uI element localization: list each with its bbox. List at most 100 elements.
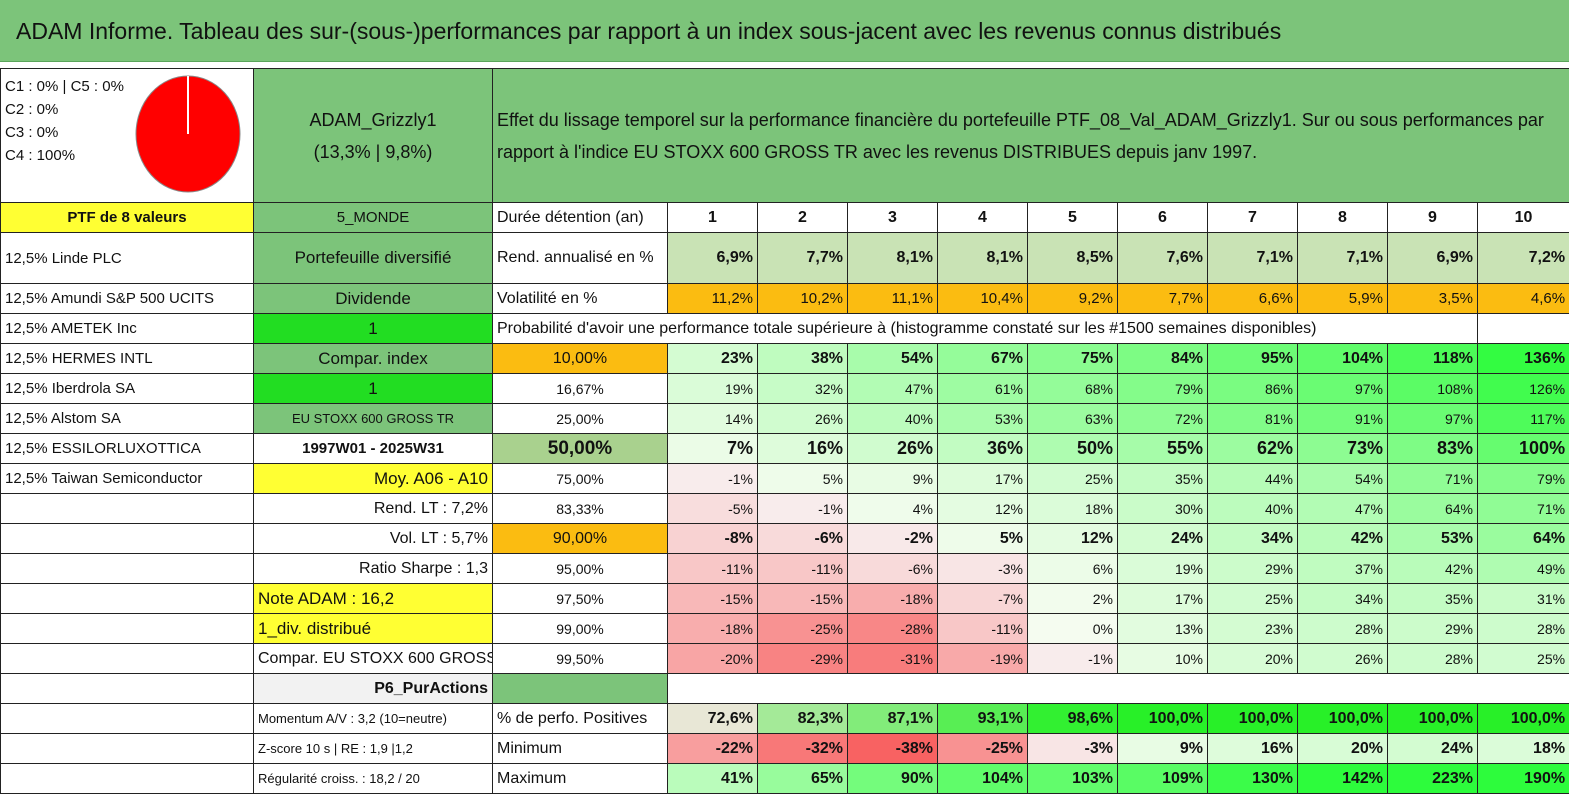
holding-row: 12,5% AMETEK Inc [1,314,254,344]
quantile-value: 12% [1028,524,1118,554]
allocation-pie-chart [133,73,243,195]
momentum-label: Momentum A/V : 3,2 (10=neutre) [254,704,493,734]
positive-value: 100,0% [1388,704,1478,734]
quantile-value: 97% [1388,404,1478,434]
year-header: 4 [938,203,1028,233]
positive-value: 100,0% [1478,704,1569,734]
dividende-flag: 1 [254,314,493,344]
compar-index-flag: 1 [254,374,493,404]
quantile-label: 99,50% [493,644,668,674]
empty-area [668,674,1569,704]
quantile-value: 50% [1028,434,1118,464]
years-label: Durée détention (an) [493,203,668,233]
quantile-value: 40% [1208,494,1298,524]
div-label: 1_div. distribué [254,614,493,644]
quantile-value: 6% [1028,554,1118,584]
quantile-value: -28% [848,614,938,644]
rend-value: 6,9% [1388,233,1478,284]
vol-label: Volatilité en % [493,284,668,314]
quantile-value: 86% [1208,374,1298,404]
note-label: Note ADAM : 16,2 [254,584,493,614]
diversified-label: Portefeuille diversifié [254,233,493,284]
rend-label: Rend. annualisé en % [493,233,668,284]
rend-value: 7,2% [1478,233,1569,284]
quantile-value: 25% [1478,644,1569,674]
positive-value: 100,0% [1298,704,1388,734]
quantile-value: 53% [1388,524,1478,554]
rend-value: 8,1% [938,233,1028,284]
quantile-value: -1% [668,464,758,494]
quantile-value: 32% [758,374,848,404]
quantile-value: 17% [938,464,1028,494]
max-value: 41% [668,764,758,794]
rend-value: 6,9% [668,233,758,284]
quantile-value: 20% [1208,644,1298,674]
quantile-value: 35% [1388,584,1478,614]
quantile-value: 54% [848,344,938,374]
dividende-label: Dividende [254,284,493,314]
quantile-value: 31% [1478,584,1569,614]
quantile-value: -11% [668,554,758,584]
year-header: 8 [1298,203,1388,233]
performance-table: C1 : 0% | C5 : 0% C2 : 0% C3 : 0% C4 : 1… [0,68,1569,794]
quantile-value: -1% [1028,644,1118,674]
positive-value: 82,3% [758,704,848,734]
quantile-value: 25% [1028,464,1118,494]
quantile-label: 99,00% [493,614,668,644]
quantile-value: 5% [758,464,848,494]
quantile-label: 10,00% [493,344,668,374]
pos-label: % de perfo. Positives [493,704,668,734]
min-value: -38% [848,734,938,764]
rend-value: 7,6% [1118,233,1208,284]
year-header: 10 [1478,203,1569,233]
quantile-value: -20% [668,644,758,674]
empty-cell [1478,314,1569,344]
max-value: 223% [1388,764,1478,794]
quantile-value: 24% [1118,524,1208,554]
year-header: 1 [668,203,758,233]
fund-name: ADAM_Grizzly1 [258,104,488,136]
quantile-value: -11% [938,614,1028,644]
regularite-label: Régularité croiss. : 18,2 / 20 [254,764,493,794]
min-value: 16% [1208,734,1298,764]
rend-value: 7,1% [1208,233,1298,284]
fund-cell: ADAM_Grizzly1 (13,3% | 9,8%) [254,69,493,203]
quantile-value: 30% [1118,494,1208,524]
compar-full-label: Compar. EU STOXX 600 GROSS TR [254,644,493,674]
quantile-label: 75,00% [493,464,668,494]
empty-cell [1,614,254,644]
holding-row: 12,5% Alstom SA [1,404,254,434]
vol-value: 3,5% [1388,284,1478,314]
vol-value: 5,9% [1298,284,1388,314]
quantile-value: 25% [1208,584,1298,614]
empty-cell [1,734,254,764]
min-value: -3% [1028,734,1118,764]
holding-row: 12,5% Linde PLC [1,233,254,284]
quantile-value: 100% [1478,434,1569,464]
positive-value: 93,1% [938,704,1028,734]
quantile-value: 28% [1478,614,1569,644]
quantile-label: 83,33% [493,494,668,524]
quantile-value: 19% [1118,554,1208,584]
positive-value: 72,6% [668,704,758,734]
quantile-value: 9% [848,464,938,494]
quantile-value: -18% [668,614,758,644]
quantile-value: 126% [1478,374,1569,404]
quantile-value: 47% [848,374,938,404]
quantile-value: 35% [1118,464,1208,494]
max-label: Maximum [493,764,668,794]
quantile-value: 10% [1118,644,1208,674]
quantile-value: 13% [1118,614,1208,644]
quantile-label: 25,00% [493,404,668,434]
quantile-value: -31% [848,644,938,674]
quantile-value: 42% [1388,554,1478,584]
quantile-value: 26% [758,404,848,434]
quantile-value: 34% [1298,584,1388,614]
holding-row: 12,5% ESSILORLUXOTTICA [1,434,254,464]
max-value: 142% [1298,764,1388,794]
quantile-value: -6% [848,554,938,584]
quantile-value: 63% [1028,404,1118,434]
vol-value: 10,2% [758,284,848,314]
quantile-value: 117% [1478,404,1569,434]
fund-stats: (13,3% | 9,8%) [258,136,488,168]
